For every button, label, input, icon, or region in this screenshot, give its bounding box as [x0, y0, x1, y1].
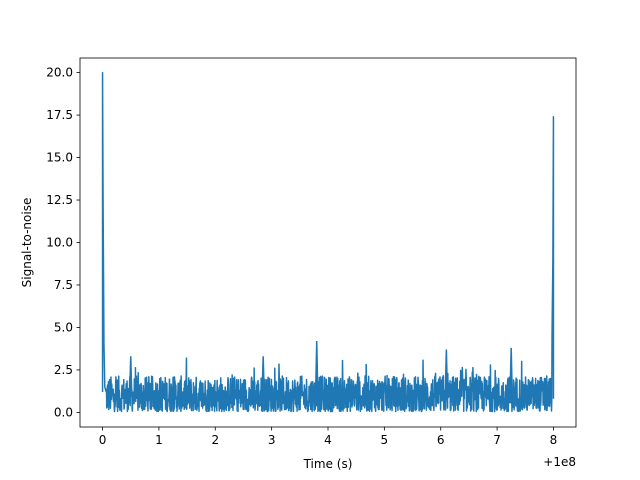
y-tick-label: 12.5 [46, 193, 73, 207]
x-tick-label: 1 [155, 433, 163, 447]
x-axis: 0 1 2 3 4 5 6 7 8 [99, 427, 558, 447]
y-tick-label: 17.5 [46, 108, 73, 122]
plot-area [79, 57, 577, 428]
x-tick-label: 8 [550, 433, 558, 447]
y-tick-label: 0.0 [54, 405, 73, 419]
series-spike [509, 347, 514, 398]
series-spike [128, 356, 133, 398]
series-spike [261, 356, 266, 398]
y-tick-label: 10.0 [46, 236, 73, 250]
x-axis-title: Time (s) [303, 457, 353, 471]
x-tick-label: 5 [381, 433, 389, 447]
x-tick-label: 3 [268, 433, 276, 447]
y-axis: 0.0 2.5 5.0 7.5 10.0 12.5 15.0 17.5 20.0 [46, 66, 80, 419]
axes-frame [79, 57, 577, 428]
y-tick-label: 5.0 [54, 320, 73, 334]
y-axis-title: Signal-to-noise [20, 198, 34, 288]
series-spike [444, 349, 449, 398]
x-tick-label: 7 [493, 433, 501, 447]
y-tick-label: 20.0 [46, 66, 73, 80]
series-line [101, 71, 555, 413]
x-tick-label: 0 [99, 433, 107, 447]
y-tick-label: 7.5 [54, 278, 73, 292]
x-tick-label: 2 [211, 433, 219, 447]
x-tick-label: 6 [437, 433, 445, 447]
y-tick-label: 2.5 [54, 363, 73, 377]
x-tick-label: 4 [324, 433, 332, 447]
series-spike [314, 341, 319, 398]
y-tick-label: 15.0 [46, 151, 73, 165]
x-offset-label: +1e8 [543, 455, 576, 469]
